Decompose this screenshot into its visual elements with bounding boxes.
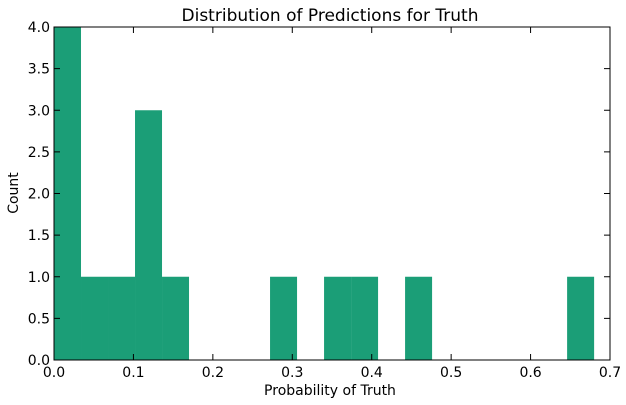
y-tick-label: 2.5: [28, 145, 50, 161]
x-tick-label: 0.2: [202, 365, 224, 381]
y-axis-label: Count: [6, 172, 22, 214]
x-tick-label: 0.0: [43, 365, 65, 381]
axis-ticks: 0.0 0.1 0.2 0.3 0.4 0.5 0.6 0.7 0.0 0.5 1.0 1.5 2.0 2…: [28, 20, 621, 381]
histogram-bar: [405, 276, 433, 360]
y-tick-label: 0.5: [28, 311, 50, 327]
x-tick-label: 0.1: [122, 365, 144, 381]
histogram-bar: [135, 110, 163, 360]
histogram-bar: [270, 276, 298, 360]
x-tick-label: 0.3: [281, 365, 303, 381]
x-tick-label: 0.4: [361, 365, 383, 381]
y-tick-label: 3.0: [28, 103, 50, 119]
y-tick-label: 2.0: [28, 187, 50, 203]
y-tick-label: 0.0: [28, 353, 50, 369]
histogram-bar: [351, 276, 379, 360]
x-axis-label: Probability of Truth: [264, 383, 396, 399]
x-tick-label: 0.7: [599, 365, 621, 381]
histogram-bar: [162, 276, 190, 360]
y-tick-label: 3.5: [28, 62, 50, 78]
histogram-bar: [81, 276, 109, 360]
y-tick-label: 1.5: [28, 228, 50, 244]
y-tick-label: 1.0: [28, 270, 50, 286]
x-tick-label: 0.5: [440, 365, 462, 381]
histogram-bar: [108, 276, 136, 360]
histogram-bar: [324, 276, 352, 360]
chart-title: Distribution of Predictions for Truth: [182, 6, 479, 26]
histogram-bars: [54, 27, 595, 360]
x-tick-label: 0.6: [519, 365, 541, 381]
y-tick-label: 4.0: [28, 20, 50, 36]
histogram-bar: [567, 276, 595, 360]
